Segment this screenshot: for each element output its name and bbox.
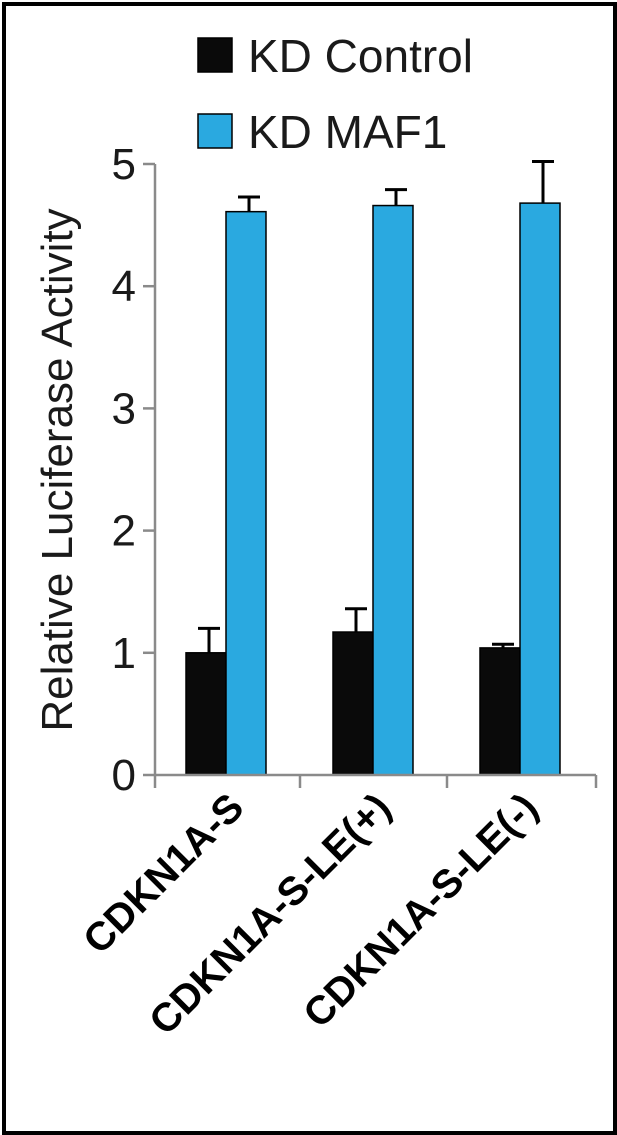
- x-tick-label-cdkn1a-s-le: CDKN1A-S-LE(+): [141, 785, 399, 1043]
- y-tick-label-5: 5: [112, 140, 136, 189]
- y-tick-label-2: 2: [112, 507, 136, 556]
- bar-kd-control-cdkn1a-s-le: [332, 631, 374, 776]
- y-axis-label: Relative Luciferase Activity: [33, 208, 82, 731]
- legend-label-kd-maf1: KD MAF1: [248, 106, 447, 158]
- y-tick-label-3: 3: [112, 384, 136, 433]
- legend: KD Control KD MAF1: [197, 30, 473, 158]
- y-tick-label-4: 4: [112, 262, 136, 311]
- bar-kd-control-cdkn1a-s-le: [479, 647, 521, 776]
- y-axis: 0 1 2 3 4 5: [112, 140, 157, 800]
- y-tick-label-0: 0: [112, 751, 136, 800]
- bar-kd-maf1-cdkn1a-s: [225, 210, 267, 776]
- legend-label-kd-control: KD Control: [248, 30, 473, 82]
- bar-kd-maf1-cdkn1a-s-le: [519, 202, 561, 776]
- bar-kd-maf1-cdkn1a-s-le: [372, 204, 414, 776]
- legend-swatch-kd-control: [197, 37, 233, 73]
- y-tick-label-1: 1: [112, 629, 136, 678]
- legend-swatch-kd-maf1: [197, 113, 233, 149]
- bar-kd-control-cdkn1a-s: [185, 652, 227, 776]
- plot-area: [185, 160, 561, 776]
